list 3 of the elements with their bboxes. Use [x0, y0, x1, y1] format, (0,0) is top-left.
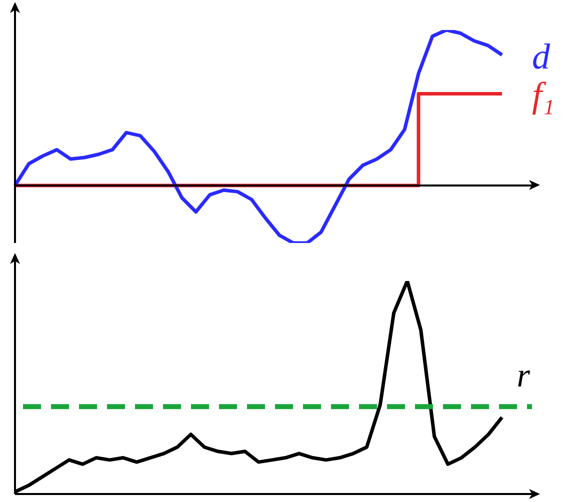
ref-line-label: r	[516, 358, 531, 395]
series-label: f₁	[532, 75, 555, 116]
series-label: d	[532, 36, 551, 76]
